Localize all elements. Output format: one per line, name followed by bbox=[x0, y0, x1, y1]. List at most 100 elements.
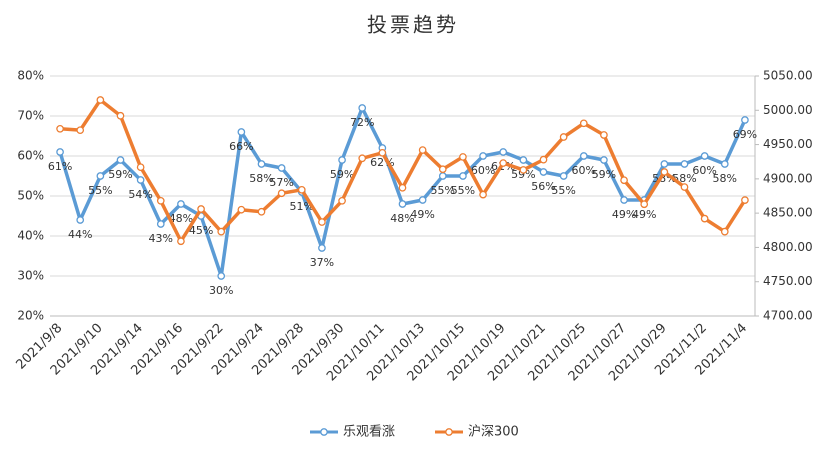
point bbox=[680, 160, 689, 168]
point bbox=[741, 196, 749, 204]
y-tick-label: 50% bbox=[17, 189, 44, 203]
data-label: 45% bbox=[189, 224, 213, 237]
series-line bbox=[58, 106, 747, 278]
point bbox=[660, 168, 669, 176]
data-label: 43% bbox=[149, 232, 173, 245]
point bbox=[620, 196, 628, 204]
point bbox=[156, 196, 165, 205]
point bbox=[479, 152, 487, 160]
point bbox=[76, 126, 85, 135]
point bbox=[479, 190, 487, 199]
data-label: 60% bbox=[471, 164, 495, 177]
y2-tick-label: 4700.00 bbox=[763, 309, 813, 323]
point bbox=[559, 133, 568, 141]
point bbox=[197, 205, 205, 213]
point bbox=[519, 166, 528, 174]
data-label: 66% bbox=[229, 140, 253, 153]
point bbox=[398, 200, 407, 208]
data-label: 30% bbox=[209, 284, 233, 297]
point bbox=[499, 148, 508, 156]
point bbox=[358, 154, 367, 163]
point bbox=[338, 156, 346, 164]
point bbox=[156, 220, 165, 228]
data-label: 55% bbox=[551, 184, 575, 197]
data-label: 60% bbox=[692, 164, 716, 177]
data-label: 61% bbox=[48, 160, 72, 173]
y2-tick-label: 4800.00 bbox=[763, 240, 813, 254]
point bbox=[177, 200, 185, 208]
legend-label: 沪深300 bbox=[468, 424, 519, 440]
point bbox=[318, 244, 326, 252]
point bbox=[720, 160, 729, 168]
chart-title: 投票趋势 bbox=[367, 13, 459, 37]
point bbox=[257, 160, 266, 168]
point bbox=[559, 172, 568, 180]
point bbox=[136, 176, 145, 184]
point bbox=[600, 156, 608, 164]
y2-tick-label: 4750.00 bbox=[763, 274, 813, 288]
data-label: 55% bbox=[431, 184, 455, 197]
data-label: 51% bbox=[290, 200, 314, 213]
point bbox=[116, 156, 125, 164]
y-tick-label: 30% bbox=[17, 269, 44, 283]
point bbox=[459, 172, 467, 180]
data-label: 59% bbox=[592, 168, 616, 181]
point bbox=[499, 159, 508, 167]
point bbox=[660, 160, 669, 168]
point bbox=[741, 116, 749, 124]
point bbox=[539, 155, 548, 164]
data-label: 55% bbox=[451, 184, 475, 197]
data-label: 49% bbox=[612, 208, 636, 221]
legend-label: 乐观看涨 bbox=[343, 424, 395, 440]
point bbox=[579, 152, 588, 160]
legend-marker bbox=[320, 428, 328, 436]
data-label: 59% bbox=[108, 168, 132, 181]
point bbox=[297, 185, 306, 194]
point bbox=[76, 216, 85, 224]
y-tick-label: 20% bbox=[17, 309, 44, 323]
point bbox=[358, 104, 367, 112]
y2-tick-label: 4950.00 bbox=[763, 137, 813, 151]
point bbox=[720, 227, 729, 236]
point bbox=[237, 128, 246, 136]
y2-tick-label: 4850.00 bbox=[763, 206, 813, 220]
point bbox=[116, 111, 125, 120]
point bbox=[378, 148, 387, 157]
point bbox=[56, 148, 64, 156]
y-tick-label: 40% bbox=[17, 229, 44, 243]
point bbox=[418, 146, 427, 154]
data-label: 58% bbox=[713, 172, 737, 185]
y2-tick-label: 4900.00 bbox=[763, 171, 813, 185]
point bbox=[640, 200, 649, 209]
point bbox=[539, 168, 548, 176]
data-label: 55% bbox=[88, 184, 112, 197]
point bbox=[459, 153, 467, 161]
point bbox=[277, 164, 286, 172]
data-label: 57% bbox=[269, 176, 293, 189]
data-label: 59% bbox=[511, 168, 535, 181]
y-tick-label: 60% bbox=[17, 149, 44, 163]
point bbox=[398, 183, 407, 192]
point bbox=[217, 272, 226, 280]
point bbox=[96, 96, 105, 104]
data-label: 48% bbox=[169, 212, 193, 225]
point bbox=[96, 172, 105, 180]
y2-tick-label: 5050.00 bbox=[763, 69, 813, 83]
point bbox=[257, 207, 266, 216]
y-tick-label: 80% bbox=[17, 69, 44, 83]
point bbox=[438, 172, 447, 180]
data-label: 72% bbox=[350, 116, 374, 129]
point bbox=[237, 205, 246, 214]
point bbox=[438, 165, 447, 174]
point bbox=[620, 176, 628, 185]
point bbox=[700, 214, 709, 223]
point bbox=[579, 119, 588, 128]
point bbox=[338, 196, 346, 205]
data-label: 59% bbox=[330, 168, 354, 181]
point bbox=[277, 189, 286, 198]
point bbox=[177, 237, 185, 246]
data-label: 49% bbox=[632, 208, 656, 221]
point bbox=[318, 218, 326, 226]
point bbox=[600, 131, 608, 139]
data-label: 60% bbox=[572, 164, 596, 177]
